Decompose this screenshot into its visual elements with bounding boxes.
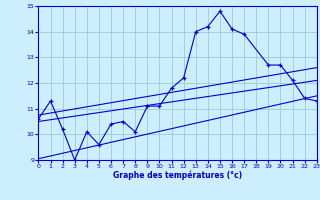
X-axis label: Graphe des températures (°c): Graphe des températures (°c): [113, 171, 242, 180]
